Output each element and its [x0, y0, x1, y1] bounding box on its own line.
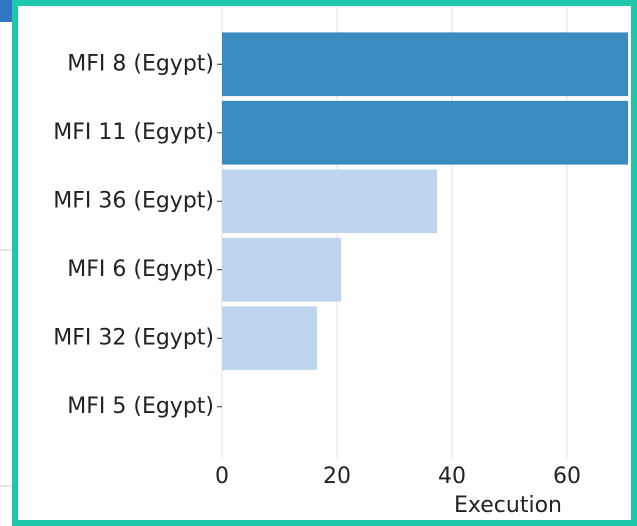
- y-tick-label: MFI 6 (Egypt): [67, 257, 214, 282]
- x-tick-label: 0: [215, 464, 229, 489]
- x-tick-label: 20: [323, 464, 351, 489]
- x-tick-label: 40: [438, 464, 466, 489]
- bar: [222, 306, 317, 371]
- bar: [222, 169, 438, 234]
- bar: [222, 100, 628, 165]
- y-tick-label: MFI 11 (Egypt): [53, 120, 214, 145]
- y-tick-label: MFI 36 (Egypt): [53, 188, 214, 213]
- plot: 0 20 40 60 MFI 8 (Egypt) MFI 11 (Egypt) MFI 36…: [53, 8, 628, 489]
- y-tick-label: MFI 5 (Egypt): [67, 394, 214, 419]
- x-axis-label: Execution: [454, 493, 562, 518]
- side-tab: [0, 0, 12, 22]
- x-tick-label: 60: [553, 464, 581, 489]
- bar: [222, 237, 342, 302]
- y-tick-label: MFI 8 (Egypt): [67, 51, 214, 76]
- bar: [222, 32, 628, 97]
- y-tick-label: MFI 32 (Egypt): [53, 325, 214, 350]
